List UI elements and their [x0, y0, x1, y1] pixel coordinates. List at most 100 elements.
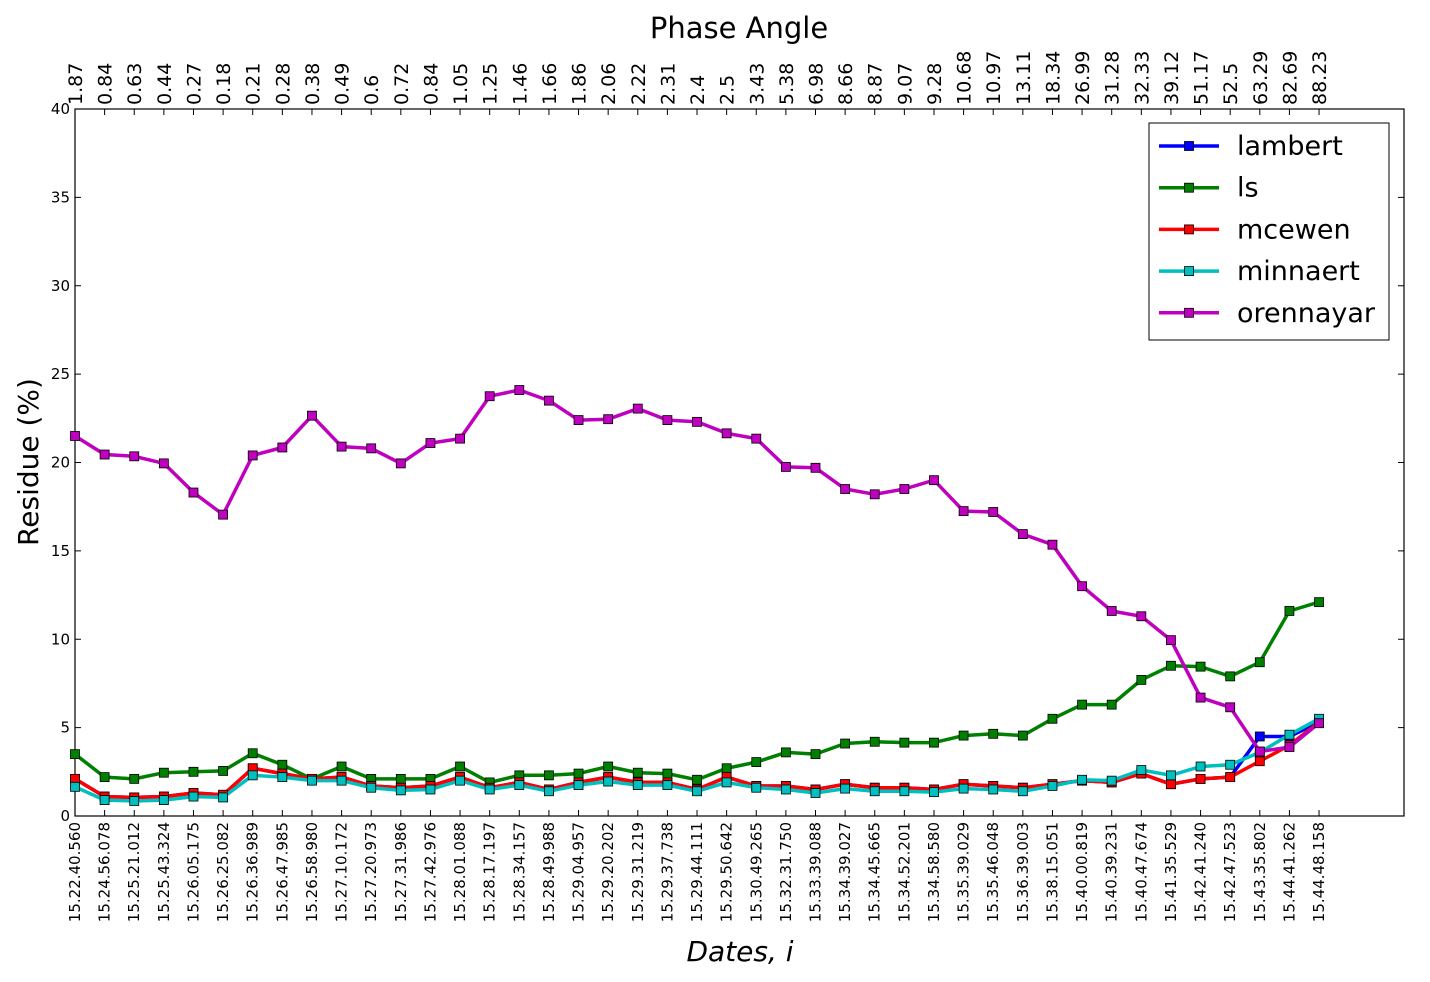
x-tick-label: 15.29.20.202 [599, 822, 617, 922]
data-point [544, 770, 554, 781]
phase-angle-tick-label: 13.11 [1013, 51, 1035, 105]
data-point [1195, 692, 1206, 703]
phase-angle-tick-label: 82.69 [1279, 51, 1301, 105]
data-point [395, 785, 406, 796]
data-point [1047, 539, 1058, 550]
phase-angle-tick-label: 51.17 [1191, 51, 1213, 105]
phase-angle-tick-label: 2.5 [717, 75, 739, 105]
data-point [158, 795, 169, 805]
phase-angle-tick-label: 0.38 [302, 63, 324, 105]
data-point [395, 458, 406, 469]
phase-angle-tick-label: 88.23 [1309, 51, 1331, 105]
data-point [1225, 759, 1236, 770]
data-point [1106, 775, 1117, 786]
phase-angle-tick-label: 1.25 [480, 63, 502, 105]
series-layer [70, 385, 1324, 806]
y-tick-label: 10 [51, 630, 70, 648]
phase-angle-tick-label: 2.31 [657, 63, 679, 105]
phase-angle-tick-label: 1.05 [450, 63, 472, 105]
data-point [514, 385, 525, 395]
phase-angle-tick-label: 8.66 [835, 63, 857, 105]
x-tick-label: 15.42.47.523 [1221, 822, 1239, 922]
legend-label: mcewen [1237, 214, 1351, 245]
data-point [1106, 606, 1117, 616]
x-tick-label: 15.40.00.819 [1073, 822, 1091, 922]
x-tick-label: 15.34.39.027 [836, 822, 854, 922]
data-point [1284, 742, 1295, 752]
data-point [780, 747, 791, 758]
data-point [1195, 661, 1206, 672]
x-tick-label: 15.27.42.976 [421, 822, 439, 922]
data-point [869, 736, 880, 747]
data-point [70, 749, 80, 760]
data-point [1136, 675, 1147, 685]
phase-angle-tick-label: 6.98 [806, 63, 828, 105]
phase-angle-tick-label: 0.84 [95, 63, 117, 105]
legend-label: ls [1237, 173, 1259, 204]
phase-angle-tick-label: 10.97 [983, 51, 1005, 105]
phase-angle-tick-label: 3.43 [746, 63, 768, 105]
data-point [158, 767, 169, 778]
x-tick-label: 15.33.39.088 [807, 822, 825, 922]
phase-angle-tick-label: 39.12 [1161, 51, 1183, 105]
data-point [603, 776, 614, 787]
data-point [1225, 702, 1236, 713]
x-tick-label: 15.24.56.078 [96, 822, 114, 922]
data-point [277, 442, 288, 453]
series-ls [70, 597, 1324, 788]
data-point [218, 792, 229, 803]
legend-item: lambert [1159, 131, 1343, 162]
data-point [958, 506, 969, 517]
data-point [514, 780, 525, 790]
phase-angle-tick-label: 1.46 [509, 63, 531, 105]
data-point [158, 458, 169, 469]
data-point [129, 773, 140, 784]
phase-angle-tick-label: 2.4 [687, 75, 709, 105]
data-point [573, 780, 584, 790]
data-point [632, 767, 643, 778]
data-point [988, 728, 999, 739]
x-tick-label: 15.27.10.172 [333, 822, 351, 922]
y-tick-label: 15 [51, 542, 70, 560]
data-point [721, 428, 732, 439]
data-point [929, 787, 939, 798]
data-point [869, 489, 880, 500]
data-point [1284, 729, 1295, 740]
data-point [1166, 779, 1176, 790]
data-point [336, 441, 347, 452]
x-tick-label: 15.32.31.750 [777, 822, 795, 922]
data-point [1314, 597, 1324, 608]
data-point [662, 780, 673, 790]
x-tick-label: 15.41.35.529 [1162, 822, 1180, 922]
x-tick-label: 15.29.50.642 [718, 822, 736, 922]
data-point [1166, 635, 1176, 646]
phase-angle-tick-label: 18.34 [1042, 51, 1064, 105]
data-point [425, 784, 436, 795]
data-point [70, 781, 80, 792]
data-point [277, 759, 288, 770]
x-tick-label: 15.38.15.051 [1043, 822, 1061, 922]
data-point [899, 786, 910, 797]
data-point [247, 770, 258, 781]
data-point [603, 761, 614, 772]
legend: lambert ls mcewen minnaert orennayar [1148, 122, 1390, 341]
data-point [1254, 756, 1265, 767]
x-tick-label: 15.40.47.674 [1132, 822, 1150, 922]
phase-angle-tick-label: 0.18 [213, 63, 235, 105]
data-point [810, 749, 821, 760]
phase-angle-tick-label: 52.5 [1220, 63, 1242, 105]
data-point [1047, 781, 1058, 791]
data-point [1166, 660, 1176, 671]
data-point [455, 775, 465, 786]
data-point [751, 433, 762, 444]
x-tick-label: 15.27.20.973 [362, 822, 380, 922]
x-tick-label: 15.28.17.197 [481, 822, 499, 922]
chart-title: Phase Angle [650, 11, 828, 45]
x-tick-label: 15.28.01.088 [451, 822, 469, 922]
phase-angle-tick-label: 2.06 [598, 63, 620, 105]
phase-angle-tick-label: 63.29 [1250, 51, 1272, 105]
data-point [455, 433, 465, 444]
x-tick-label: 15.25.43.324 [155, 822, 173, 922]
x-tick-label: 15.35.46.048 [984, 822, 1002, 922]
